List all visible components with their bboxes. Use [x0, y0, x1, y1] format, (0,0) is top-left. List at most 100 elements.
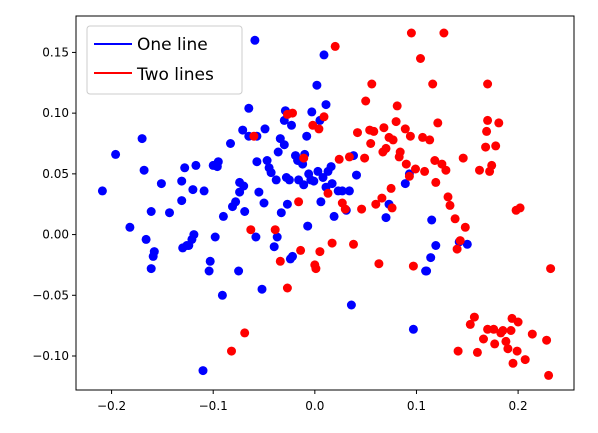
point-series-0-47: [254, 187, 264, 197]
point-series-1-68: [450, 214, 460, 224]
point-series-1-77: [475, 165, 484, 175]
point-series-1-73: [460, 222, 470, 232]
point-series-0-104: [422, 266, 432, 276]
point-series-1-65: [441, 165, 451, 175]
point-series-1-104: [515, 203, 525, 213]
point-series-0-92: [337, 186, 347, 196]
point-series-1-29: [361, 96, 371, 106]
point-series-0-65: [287, 120, 296, 130]
point-series-0-13: [177, 176, 187, 186]
point-series-1-71: [455, 236, 465, 246]
point-series-0-73: [302, 131, 312, 141]
point-series-0-5: [141, 234, 151, 244]
point-series-1-16: [315, 247, 325, 257]
point-series-1-98: [513, 317, 523, 327]
point-series-0-6: [146, 207, 156, 216]
point-series-1-66: [443, 192, 453, 202]
point-series-1-27: [357, 204, 367, 214]
point-series-0-30: [217, 290, 227, 300]
point-series-0-7: [146, 264, 156, 274]
point-series-0-53: [269, 242, 279, 252]
point-series-1-20: [330, 41, 340, 51]
point-series-1-18: [323, 188, 333, 198]
point-series-1-100: [527, 329, 537, 339]
point-series-0-97: [352, 170, 361, 180]
point-series-1-45: [392, 101, 402, 111]
point-series-0-83: [318, 173, 328, 182]
point-series-0-39: [239, 181, 249, 191]
point-series-1-86: [490, 339, 500, 349]
point-series-1-44: [391, 117, 401, 127]
point-series-1-11: [299, 153, 309, 163]
point-series-1-79: [481, 142, 491, 152]
point-series-1-5: [275, 256, 285, 266]
point-series-1-42: [387, 203, 397, 213]
point-series-0-106: [427, 215, 437, 225]
point-series-0-15: [180, 163, 190, 173]
point-series-1-61: [431, 177, 441, 187]
point-series-1-51: [405, 131, 415, 141]
point-series-1-14: [311, 264, 321, 274]
point-series-1-50: [404, 171, 414, 181]
point-series-0-11: [165, 208, 174, 218]
point-series-0-42: [244, 103, 254, 113]
point-series-0-43: [250, 35, 260, 45]
point-series-1-23: [340, 204, 350, 214]
point-series-1-3: [249, 131, 259, 141]
point-series-0-9: [149, 247, 159, 257]
point-series-1-17: [319, 112, 329, 122]
x-axis: −0.2 −0.1 0.0 0.1 0.2: [97, 390, 528, 413]
point-series-0-90: [329, 211, 339, 221]
point-series-1-103: [546, 264, 556, 274]
point-series-0-100: [400, 179, 410, 189]
point-series-1-36: [377, 193, 387, 203]
point-series-1-76: [472, 347, 482, 357]
point-series-0-110: [260, 124, 270, 134]
point-series-0-71: [299, 180, 309, 190]
point-series-1-102: [544, 370, 554, 380]
point-series-0-74: [303, 221, 313, 231]
point-series-1-10: [296, 245, 306, 255]
point-series-1-99: [520, 355, 530, 365]
point-series-1-74: [465, 319, 475, 329]
point-series-0-88: [326, 162, 336, 172]
point-series-1-41: [386, 183, 396, 193]
point-series-0-31: [218, 211, 228, 221]
point-series-1-19: [327, 238, 337, 248]
point-series-1-55: [416, 54, 425, 63]
point-series-1-43: [388, 135, 398, 145]
legend: One line Two lines: [86, 25, 243, 95]
y-tick-label: 0.05: [42, 167, 69, 181]
point-series-1-53: [408, 261, 418, 271]
point-series-0-2: [125, 222, 135, 232]
point-series-0-107: [431, 241, 441, 250]
point-series-0-48: [257, 284, 267, 294]
point-series-0-3: [137, 134, 147, 144]
point-series-1-39: [381, 143, 391, 153]
point-series-0-20: [189, 230, 199, 240]
point-series-1-7: [282, 283, 292, 293]
point-series-0-63: [284, 175, 294, 185]
point-series-0-52: [266, 168, 276, 178]
x-tick-label: 0.1: [407, 399, 426, 413]
x-tick-label: 0.0: [305, 399, 324, 413]
point-series-0-82: [316, 197, 326, 207]
point-series-0-78: [309, 176, 319, 186]
point-series-1-47: [395, 147, 405, 157]
point-series-1-25: [349, 239, 358, 249]
point-series-0-34: [231, 197, 241, 207]
point-series-0-55: [272, 232, 282, 242]
point-series-1-72: [458, 153, 468, 163]
point-series-0-86: [321, 100, 331, 110]
y-tick-label: 0.00: [42, 228, 69, 242]
point-series-1-24: [344, 152, 354, 162]
point-series-1-4: [270, 225, 280, 235]
point-series-1-38: [379, 123, 389, 133]
point-series-1-85: [489, 324, 499, 334]
point-series-1-60: [430, 156, 440, 165]
point-series-1-15: [314, 124, 324, 134]
point-series-1-1: [240, 328, 250, 338]
point-series-0-25: [205, 256, 215, 266]
point-series-0-1: [111, 149, 121, 159]
